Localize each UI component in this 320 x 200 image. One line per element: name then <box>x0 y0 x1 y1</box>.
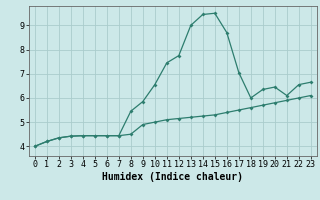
X-axis label: Humidex (Indice chaleur): Humidex (Indice chaleur) <box>102 172 243 182</box>
